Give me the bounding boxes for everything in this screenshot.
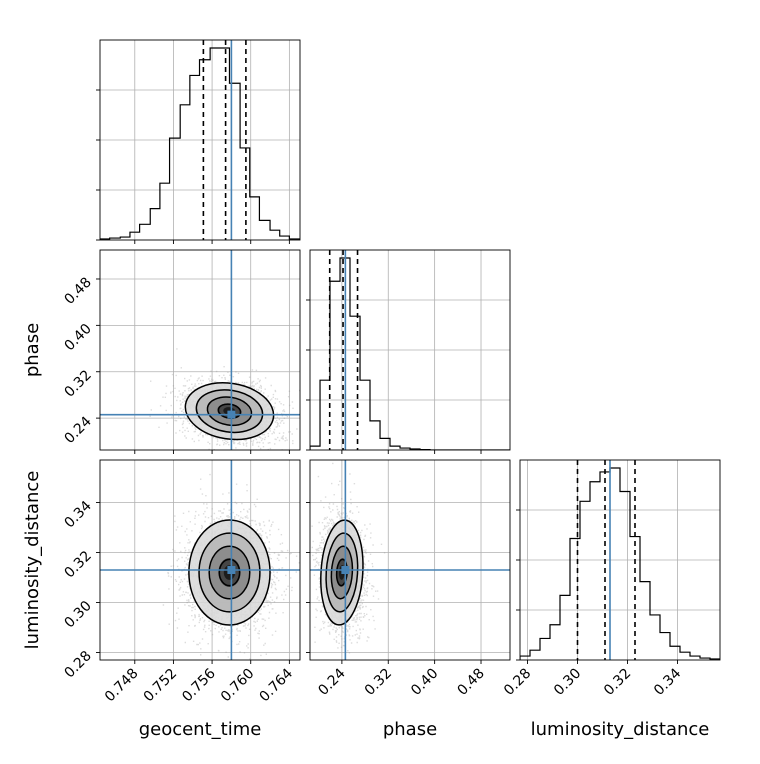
x-tick-label: 0.34 — [651, 665, 684, 698]
scatter-content — [100, 250, 300, 450]
histogram-panel-geocent_time — [96, 39, 301, 244]
y-tick-label: 0.40 — [61, 321, 94, 354]
histogram-panel-luminosity_distance: 0.28 0.30 0.32 0.34 — [501, 459, 721, 699]
x-tick-label: 0.30 — [551, 666, 584, 699]
y-tick-label: 0.32 — [61, 367, 94, 400]
y-tick-label: 0.30 — [61, 598, 94, 631]
y-tick-label: 0.32 — [61, 548, 94, 581]
scatter-panel-geocent_time-phase: 0.24 0.32 0.40 0.48 — [61, 249, 301, 454]
y-axis-label-phase: phase — [22, 323, 43, 377]
scatter-content — [310, 460, 510, 660]
y-tick-label: 0.24 — [61, 414, 94, 447]
panel-border — [519, 459, 721, 661]
x-tick-label: 0.764 — [257, 665, 297, 705]
x-tick-label: 0.32 — [601, 666, 634, 699]
contour-line — [195, 389, 264, 434]
x-axis-label-geocent_time: geocent_time — [139, 719, 262, 740]
panel-border — [99, 39, 301, 241]
x-axis-label-luminosity_distance: luminosity_distance — [531, 719, 710, 740]
truth-marker — [341, 566, 350, 574]
panel-border — [309, 249, 511, 451]
x-tick-label: 0.752 — [141, 666, 181, 706]
histogram-step-luminosity_distance — [520, 467, 720, 660]
truth-marker — [227, 566, 236, 574]
x-tick-label: 0.24 — [315, 665, 348, 698]
contour-line — [184, 382, 275, 441]
contour-line — [188, 519, 271, 626]
x-tick-label: 0.760 — [218, 666, 258, 706]
scatter-content — [100, 460, 300, 660]
truth-marker — [227, 410, 236, 419]
y-axis-label-luminosity_distance: luminosity_distance — [22, 471, 43, 650]
x-tick-label: 0.748 — [102, 666, 142, 706]
x-tick-label: 0.40 — [408, 666, 441, 699]
histogram-panel-phase — [306, 249, 511, 454]
y-tick-label: 0.28 — [61, 648, 94, 681]
contour-line — [208, 545, 251, 600]
x-tick-label: 0.28 — [501, 666, 534, 699]
x-tick-label: 0.32 — [362, 666, 395, 699]
x-tick-label: 0.48 — [454, 666, 487, 699]
y-tick-label: 0.34 — [61, 498, 94, 531]
contour-line — [218, 558, 241, 587]
contour-line — [325, 532, 359, 613]
scatter-panel-phase-luminosity_distance: 0.24 0.32 0.40 0.48 — [306, 459, 511, 699]
panel-border — [99, 459, 301, 661]
x-axis-label-phase: phase — [383, 719, 437, 740]
histogram-step-phase — [310, 257, 510, 450]
histogram-step-geocent_time — [100, 47, 300, 240]
panel-border — [309, 459, 511, 661]
x-tick-label: 0.756 — [179, 665, 219, 705]
contour-line — [198, 532, 261, 613]
y-tick-label: 0.48 — [61, 275, 94, 308]
contour-line — [330, 545, 354, 600]
panel-border — [99, 249, 301, 451]
